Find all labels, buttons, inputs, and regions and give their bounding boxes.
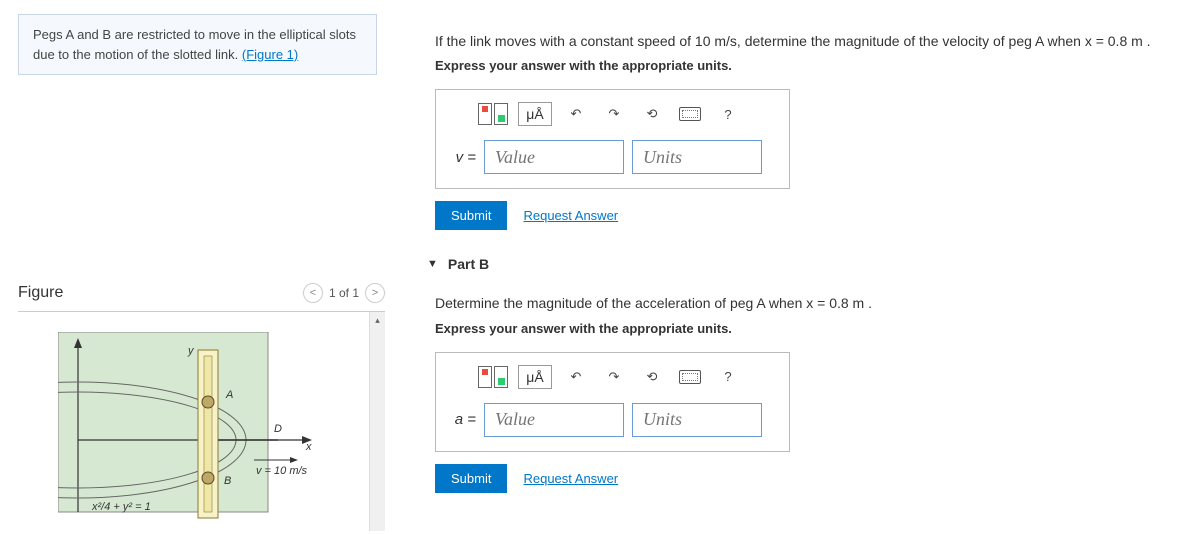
partA-toolbar: μÅ ↶ ↷ ⟲ ? [450, 102, 775, 126]
keyboard-icon[interactable] [676, 365, 704, 389]
reset-icon[interactable]: ⟲ [638, 365, 666, 389]
scroll-up-icon[interactable]: ▴ [370, 312, 385, 328]
figure-prev-button[interactable]: < [303, 283, 323, 303]
keyboard-icon[interactable] [676, 102, 704, 126]
partA-submit-button[interactable]: Submit [435, 201, 507, 230]
figure-header: Figure < 1 of 1 > [0, 275, 395, 311]
redo-icon[interactable]: ↷ [600, 365, 628, 389]
undo-icon[interactable]: ↶ [562, 365, 590, 389]
partB-question: Determine the magnitude of the accelerat… [435, 292, 1170, 314]
collapse-caret-icon: ▼ [427, 258, 438, 270]
figure-body: ▴ [18, 311, 385, 531]
redo-icon[interactable]: ↷ [600, 102, 628, 126]
partA-request-answer-link[interactable]: Request Answer [523, 208, 618, 223]
problem-statement: Pegs A and B are restricted to move in t… [18, 14, 377, 75]
figure-link[interactable]: (Figure 1) [242, 47, 298, 62]
partB-units-input[interactable] [632, 403, 762, 437]
figure-nav: < 1 of 1 > [303, 283, 385, 303]
partA-value-input[interactable] [484, 140, 624, 174]
partA-variable: v = [450, 149, 476, 166]
partB-instruction: Express your answer with the appropriate… [435, 321, 1170, 336]
partB-title: Part B [448, 256, 489, 272]
svg-text:x: x [305, 441, 312, 453]
svg-text:x²/4 + y² = 1: x²/4 + y² = 1 [91, 501, 151, 513]
figure-scrollbar[interactable]: ▴ [369, 312, 385, 531]
partA-submit-row: Submit Request Answer [435, 201, 1170, 230]
partA-answer-box: μÅ ↶ ↷ ⟲ ? v = [435, 89, 790, 189]
units-mu-a-button[interactable]: μÅ [518, 365, 552, 389]
partB-submit-row: Submit Request Answer [435, 464, 1170, 493]
figure-next-button[interactable]: > [365, 283, 385, 303]
partA-instruction: Express your answer with the appropriate… [435, 58, 1170, 73]
template-icon[interactable] [478, 103, 508, 125]
partB-input-row: a = [450, 403, 775, 437]
partA-units-input[interactable] [632, 140, 762, 174]
partB-request-answer-link[interactable]: Request Answer [523, 471, 618, 486]
partB-value-input[interactable] [484, 403, 624, 437]
figure-title: Figure [18, 284, 63, 302]
svg-text:A: A [225, 389, 233, 401]
partA-input-row: v = [450, 140, 775, 174]
help-button[interactable]: ? [714, 102, 742, 126]
svg-text:B: B [224, 475, 231, 487]
partB-submit-button[interactable]: Submit [435, 464, 507, 493]
partA-question: If the link moves with a constant speed … [435, 30, 1170, 52]
undo-icon[interactable]: ↶ [562, 102, 590, 126]
partB-answer-box: μÅ ↶ ↷ ⟲ ? a = [435, 352, 790, 452]
partB-toolbar: μÅ ↶ ↷ ⟲ ? [450, 365, 775, 389]
reset-icon[interactable]: ⟲ [638, 102, 666, 126]
template-icon[interactable] [478, 366, 508, 388]
svg-text:v = 10 m/s: v = 10 m/s [256, 465, 308, 477]
problem-text: Pegs A and B are restricted to move in t… [33, 27, 356, 62]
figure-diagram: y A B D x v = 10 m/s x²/4 + y² = 1 [58, 332, 358, 532]
svg-text:D: D [274, 423, 282, 435]
help-button[interactable]: ? [714, 365, 742, 389]
partB-variable: a = [450, 411, 476, 428]
partB-header[interactable]: ▼ Part B [427, 256, 1170, 272]
figure-count: 1 of 1 [329, 286, 359, 300]
units-mu-a-button[interactable]: μÅ [518, 102, 552, 126]
